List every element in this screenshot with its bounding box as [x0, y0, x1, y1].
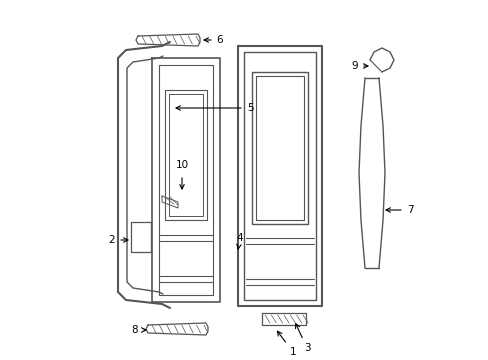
Text: 1: 1 — [277, 331, 296, 357]
Text: 9: 9 — [351, 61, 367, 71]
Text: 2: 2 — [108, 235, 128, 245]
Text: 6: 6 — [203, 35, 223, 45]
Text: 10: 10 — [175, 160, 188, 170]
Text: 4: 4 — [236, 233, 243, 249]
Text: 3: 3 — [295, 324, 310, 353]
Text: 5: 5 — [176, 103, 253, 113]
Text: 8: 8 — [131, 325, 146, 335]
Text: 7: 7 — [385, 205, 412, 215]
